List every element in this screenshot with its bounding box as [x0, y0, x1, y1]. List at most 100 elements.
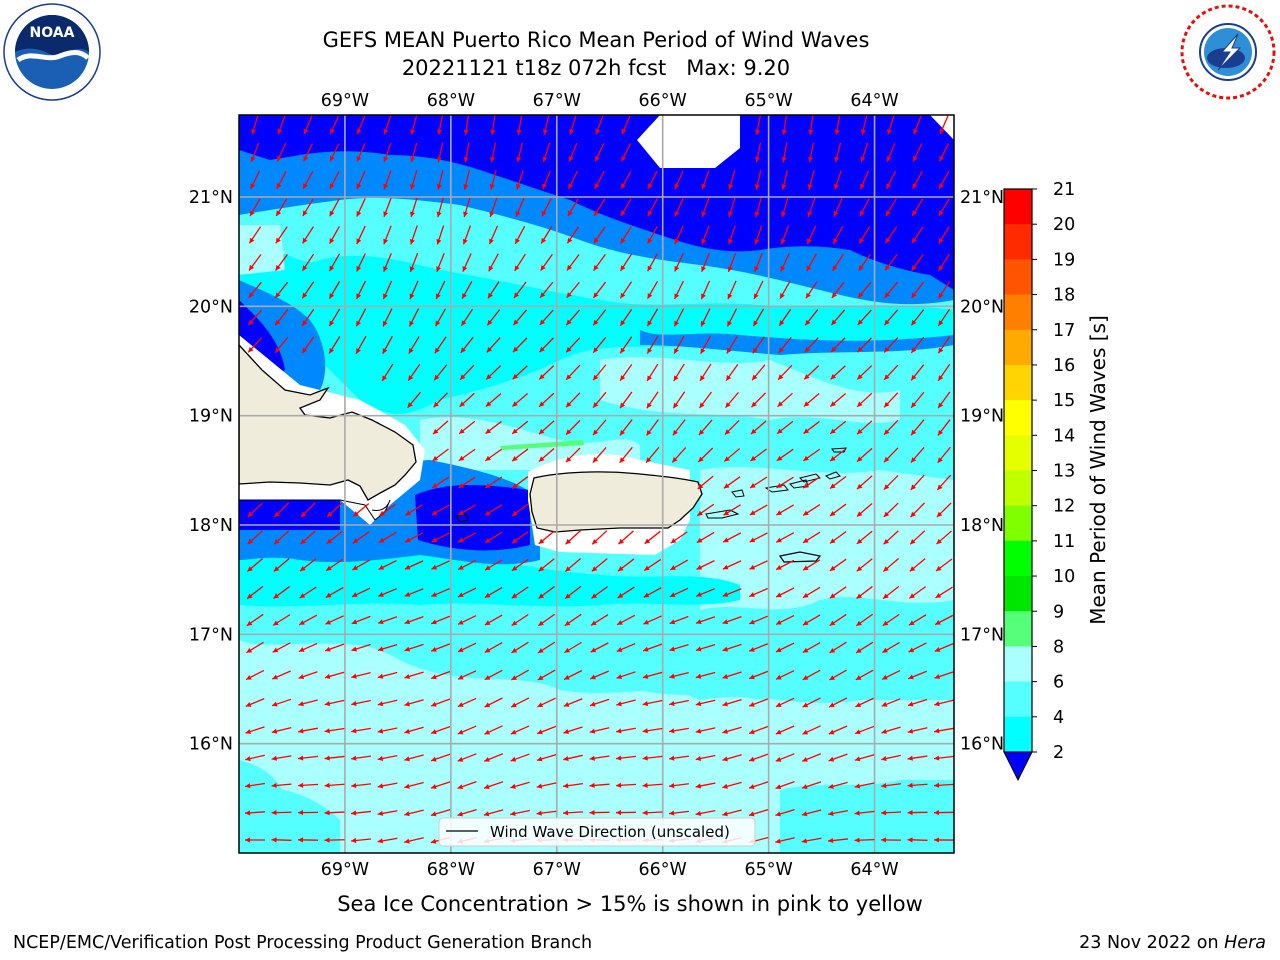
- wave-direction-arrow: [564, 641, 582, 654]
- wave-direction-arrow: [297, 782, 319, 788]
- wave-direction-arrow: [434, 336, 447, 354]
- wave-direction-arrow: [619, 253, 633, 272]
- wave-direction-arrow: [646, 308, 659, 327]
- wave-direction-arrow: [484, 559, 503, 571]
- wave-direction-arrow: [937, 281, 951, 299]
- wave-direction-arrow: [802, 531, 821, 544]
- wave-direction-arrow: [722, 532, 742, 543]
- wave-direction-arrow: [430, 781, 451, 790]
- wave-direction-arrow: [410, 115, 418, 135]
- wave-direction-arrow: [299, 558, 317, 572]
- wave-direction-arrow: [483, 753, 504, 762]
- wave-direction-arrow: [801, 809, 822, 817]
- wave-direction-arrow: [829, 503, 847, 517]
- wave-direction-arrow: [642, 727, 663, 734]
- wave-direction-arrow: [592, 391, 607, 409]
- lat-tick-label-left: 17°N: [189, 625, 233, 645]
- wave-direction-arrow: [749, 560, 768, 570]
- wave-direction-arrow: [859, 170, 870, 190]
- colorbar-segment: [1004, 400, 1032, 436]
- wave-direction-arrow: [802, 614, 821, 626]
- wave-direction-arrow: [727, 252, 737, 273]
- wave-direction-arrow: [781, 170, 788, 190]
- wave-direction-arrow: [619, 308, 633, 327]
- wave-direction-arrow: [350, 810, 372, 816]
- wave-direction-arrow: [698, 419, 713, 436]
- colorbar-segment: [1004, 189, 1032, 225]
- wave-direction-arrow: [592, 447, 607, 463]
- wave-direction-arrow: [935, 586, 953, 599]
- wave-direction-arrow: [854, 725, 875, 735]
- wave-direction-arrow: [538, 420, 555, 435]
- wave-direction-arrow: [722, 809, 742, 817]
- wind-wave-arrows: [244, 115, 954, 844]
- wave-direction-arrow: [564, 585, 582, 600]
- chart-title: GEFS MEAN Puerto Rico Mean Period of Win…: [322, 28, 870, 52]
- wave-direction-arrow: [938, 198, 950, 217]
- wave-direction-arrow: [511, 669, 529, 681]
- wave-direction-arrow: [272, 642, 291, 653]
- wave-direction-arrow: [910, 309, 925, 326]
- wave-direction-arrow: [673, 363, 685, 382]
- wave-direction-arrow: [781, 197, 789, 218]
- wave-direction-arrow: [910, 364, 925, 381]
- wave-direction-arrow: [804, 337, 819, 353]
- wave-direction-arrow: [834, 115, 841, 135]
- wave-direction-arrow: [272, 614, 291, 626]
- footer-host: Hera: [1224, 933, 1266, 953]
- wave-direction-arrow: [274, 281, 289, 299]
- wave-direction-arrow: [537, 613, 556, 627]
- noaa-logo-text: NOAA: [30, 25, 75, 41]
- graticule: [239, 115, 954, 853]
- colorbar-segment: [1004, 576, 1032, 612]
- wave-direction-arrow: [542, 170, 551, 190]
- wave-direction-arrow: [775, 587, 795, 598]
- legend-label: Wind Wave Direction (unscaled): [490, 823, 730, 841]
- wave-direction-arrow: [937, 363, 951, 382]
- wave-direction-arrow: [907, 727, 928, 734]
- wave-direction-arrow: [829, 558, 847, 572]
- wave-direction-arrow: [908, 642, 927, 653]
- colorbar-tick-label: 9: [1053, 602, 1064, 622]
- wave-direction-arrow: [724, 419, 740, 436]
- wave-direction-arrow: [647, 253, 658, 272]
- wave-direction-arrow: [484, 504, 503, 516]
- wave-direction-arrow: [827, 837, 849, 844]
- wave-direction-arrow: [647, 225, 658, 245]
- wave-direction-arrow: [775, 670, 795, 680]
- wave-direction-arrow: [275, 226, 288, 244]
- wave-direction-arrow: [775, 753, 795, 762]
- wave-direction-arrow: [748, 643, 769, 652]
- wave-direction-arrow: [620, 143, 632, 162]
- wave-direction-arrow: [351, 615, 371, 625]
- wave-direction-arrow: [329, 143, 340, 162]
- wave-direction-arrow: [245, 726, 265, 735]
- wave-direction-arrow: [778, 336, 792, 354]
- wave-direction-arrow: [775, 809, 795, 817]
- wave-direction-arrow: [775, 725, 795, 735]
- wave-direction-arrow: [458, 448, 476, 462]
- wave-direction-arrow: [485, 420, 502, 435]
- wave-direction-arrow: [250, 142, 260, 163]
- wave-direction-arrow: [938, 226, 950, 244]
- wave-direction-arrow: [615, 755, 637, 761]
- wave-direction-arrow: [722, 671, 742, 679]
- wave-direction-arrow: [829, 448, 847, 462]
- wave-direction-arrow: [935, 558, 953, 572]
- wave-direction-arrow: [701, 252, 710, 273]
- wave-direction-arrow: [563, 698, 583, 707]
- wave-direction-arrow: [722, 560, 742, 570]
- wave-direction-arrow: [381, 363, 394, 382]
- wave-direction-arrow: [589, 727, 610, 734]
- wave-direction-arrow: [457, 697, 477, 708]
- wave-direction-arrow: [431, 587, 450, 598]
- wave-direction-arrow: [910, 281, 925, 299]
- wave-direction-arrow: [830, 309, 846, 326]
- wave-direction-arrow: [781, 115, 788, 135]
- wave-direction-arrow: [382, 308, 393, 327]
- wave-direction-arrow: [700, 335, 711, 355]
- wave-direction-arrow: [536, 753, 557, 762]
- wave-direction-arrow: [910, 391, 925, 409]
- wave-direction-arrow: [907, 698, 928, 707]
